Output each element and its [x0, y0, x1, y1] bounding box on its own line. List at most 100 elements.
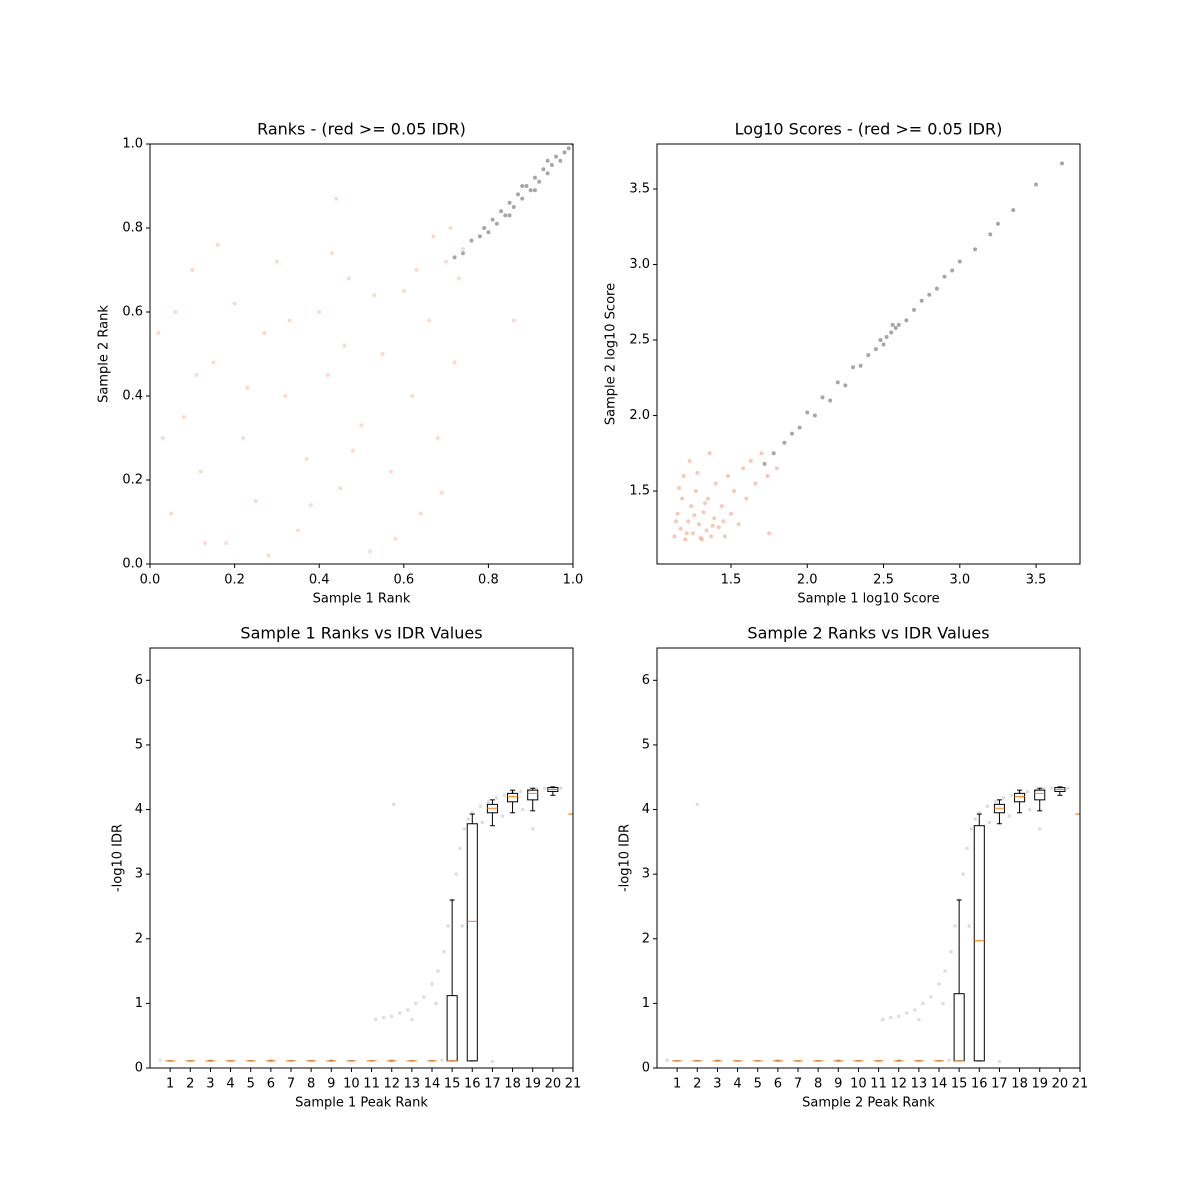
subplot-title: Ranks - (red >= 0.05 IDR) — [257, 120, 466, 139]
point — [728, 511, 733, 516]
y-tick-label: 0 — [642, 1061, 650, 1076]
y-tick-label: 2 — [135, 931, 143, 946]
point — [748, 458, 753, 463]
point — [919, 298, 924, 303]
x-tick-label: 11 — [870, 1077, 887, 1092]
point — [828, 398, 833, 403]
point — [722, 534, 727, 539]
y-tick-label: 1 — [135, 996, 143, 1011]
y-tick-label: 2.5 — [629, 333, 650, 348]
point — [843, 383, 848, 388]
point — [391, 802, 396, 807]
point — [719, 504, 724, 509]
point — [701, 510, 706, 515]
point — [434, 1001, 438, 1006]
point — [698, 535, 703, 540]
point — [896, 1014, 901, 1019]
point — [334, 196, 339, 201]
point — [790, 431, 794, 436]
axes-frame — [656, 647, 1081, 1069]
point — [435, 436, 440, 440]
point — [1066, 786, 1070, 791]
point — [941, 1001, 945, 1006]
point — [287, 318, 292, 323]
point — [1037, 827, 1042, 831]
y-tick-label: 1.0 — [122, 137, 143, 152]
point — [245, 385, 250, 390]
point — [947, 1058, 951, 1063]
point — [953, 924, 957, 928]
point — [393, 536, 398, 541]
point — [969, 827, 974, 831]
point — [494, 221, 499, 226]
point — [304, 457, 309, 461]
point — [921, 1001, 925, 1006]
y-tick-label: 4 — [642, 802, 650, 817]
point — [995, 221, 1000, 226]
y-tick-label: 3.5 — [629, 182, 650, 197]
point — [490, 1059, 495, 1064]
point — [454, 872, 458, 876]
point — [687, 458, 692, 463]
x-tick-label: 9 — [834, 1077, 842, 1092]
point — [516, 192, 521, 197]
point — [993, 799, 998, 804]
x-tick-label: 0.4 — [309, 573, 330, 588]
point — [317, 310, 322, 314]
point — [1007, 814, 1012, 818]
point — [156, 331, 161, 335]
point — [545, 158, 550, 163]
x-tick-label: 0.6 — [393, 573, 414, 588]
point — [158, 1058, 162, 1063]
x-tick-label: 19 — [524, 1077, 541, 1092]
point — [890, 322, 895, 327]
point — [684, 531, 689, 536]
point — [973, 247, 978, 252]
plot-area — [665, 785, 1080, 1064]
point — [558, 158, 563, 163]
point — [893, 325, 898, 330]
x-tick-label: 4 — [733, 1077, 741, 1092]
point — [232, 301, 237, 306]
x-tick-label: 15 — [951, 1077, 968, 1092]
point — [194, 373, 199, 377]
point — [460, 924, 465, 928]
x-tick-label: 17 — [484, 1077, 501, 1092]
point — [1050, 786, 1054, 791]
point — [774, 466, 779, 471]
point — [414, 268, 419, 272]
point — [896, 1058, 901, 1063]
point — [325, 373, 330, 377]
point — [988, 232, 993, 237]
point — [381, 1015, 386, 1020]
y-tick-label: 1 — [642, 996, 650, 1011]
point — [389, 469, 394, 474]
point — [215, 242, 220, 247]
point — [380, 352, 385, 356]
x-tick-label: 0.8 — [478, 573, 499, 588]
point — [736, 522, 741, 527]
box — [527, 789, 539, 801]
point — [397, 1011, 402, 1015]
point — [410, 1017, 414, 1022]
point — [873, 347, 878, 352]
point — [692, 513, 697, 518]
box — [973, 825, 985, 1062]
point — [753, 481, 758, 486]
x-tick-label: 13 — [404, 1077, 421, 1092]
point — [530, 827, 535, 831]
point — [985, 804, 990, 809]
y-axis-label: Sample 2 Rank — [97, 305, 112, 403]
point — [782, 440, 787, 445]
x-tick-label: 12 — [383, 1077, 400, 1092]
point — [744, 496, 749, 501]
point — [957, 259, 962, 264]
point — [797, 425, 802, 430]
point — [690, 531, 695, 536]
y-tick-label: 0 — [135, 1061, 143, 1076]
x-tick-label: 14 — [931, 1077, 948, 1092]
point — [836, 1058, 841, 1063]
point — [452, 360, 457, 365]
point — [1009, 793, 1014, 798]
y-tick-label: 0.4 — [122, 389, 143, 404]
